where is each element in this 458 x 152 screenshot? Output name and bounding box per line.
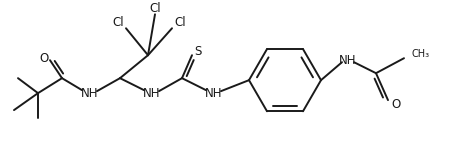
Text: S: S [194, 45, 202, 58]
Text: NH: NH [143, 87, 161, 100]
Text: NH: NH [205, 87, 223, 100]
Text: NH: NH [339, 54, 357, 67]
Text: O: O [392, 98, 401, 111]
Text: CH₃: CH₃ [412, 49, 430, 59]
Text: NH: NH [81, 87, 99, 100]
Text: Cl: Cl [149, 2, 161, 15]
Text: Cl: Cl [174, 16, 186, 29]
Text: O: O [39, 52, 49, 65]
Text: Cl: Cl [112, 16, 124, 29]
